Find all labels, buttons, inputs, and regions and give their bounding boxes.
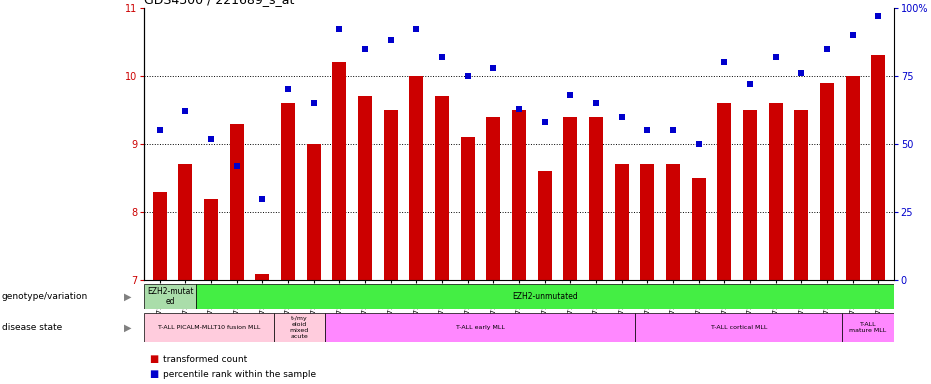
Point: [588, 100, 603, 106]
Bar: [717, 103, 732, 280]
Text: ▶: ▶: [124, 322, 131, 333]
Text: ▶: ▶: [124, 291, 131, 302]
Text: EZH2-unmutated: EZH2-unmutated: [512, 292, 578, 301]
Point: [280, 86, 295, 93]
Text: transformed count: transformed count: [163, 354, 247, 364]
Text: ■: ■: [149, 369, 158, 379]
Bar: [144, 313, 274, 342]
Point: [511, 106, 526, 112]
Point: [486, 65, 501, 71]
Point: [435, 54, 450, 60]
Bar: [230, 124, 244, 280]
Bar: [512, 110, 526, 280]
Bar: [153, 192, 167, 280]
Bar: [410, 76, 424, 280]
Point: [717, 59, 732, 65]
Point: [614, 114, 629, 120]
Point: [384, 37, 398, 43]
Text: T-ALL PICALM-MLLT10 fusion MLL: T-ALL PICALM-MLLT10 fusion MLL: [157, 325, 260, 330]
Text: ■: ■: [149, 354, 158, 364]
Point: [332, 26, 347, 33]
Bar: [435, 96, 449, 280]
Text: T-ALL cortical MLL: T-ALL cortical MLL: [710, 325, 767, 330]
Point: [358, 46, 372, 52]
Bar: [274, 313, 325, 342]
Point: [794, 70, 809, 76]
Point: [768, 54, 783, 60]
Point: [153, 127, 168, 134]
Bar: [641, 164, 654, 280]
Bar: [179, 164, 193, 280]
Text: t-/my
eloid
mixed
acute: t-/my eloid mixed acute: [290, 316, 309, 339]
Point: [204, 136, 219, 142]
Bar: [794, 110, 808, 280]
Point: [666, 127, 681, 134]
Bar: [461, 137, 475, 280]
Bar: [820, 83, 834, 280]
Point: [229, 163, 244, 169]
Bar: [306, 144, 321, 280]
Point: [409, 26, 424, 33]
Bar: [871, 55, 885, 280]
Point: [537, 119, 552, 125]
Bar: [692, 178, 706, 280]
Bar: [589, 117, 603, 280]
Text: percentile rank within the sample: percentile rank within the sample: [163, 370, 316, 379]
Bar: [384, 110, 398, 280]
Bar: [743, 110, 757, 280]
Bar: [144, 284, 196, 309]
Point: [845, 32, 860, 38]
Text: genotype/variation: genotype/variation: [2, 292, 88, 301]
Bar: [204, 199, 218, 280]
Point: [178, 108, 193, 114]
Bar: [281, 103, 295, 280]
Point: [563, 92, 578, 98]
Text: T-ALL early MLL: T-ALL early MLL: [456, 325, 505, 330]
Bar: [537, 171, 552, 280]
Text: disease state: disease state: [2, 323, 62, 332]
Bar: [666, 164, 680, 280]
Text: T-ALL
mature MLL: T-ALL mature MLL: [849, 322, 886, 333]
Point: [640, 127, 654, 134]
Bar: [358, 96, 372, 280]
Point: [691, 141, 706, 147]
Bar: [845, 76, 859, 280]
Bar: [332, 62, 346, 280]
Text: EZH2-mutat
ed: EZH2-mutat ed: [147, 287, 194, 306]
Bar: [614, 164, 628, 280]
Bar: [486, 117, 501, 280]
Point: [819, 46, 834, 52]
Bar: [769, 103, 783, 280]
Point: [870, 13, 885, 19]
Bar: [563, 117, 577, 280]
Point: [255, 195, 270, 202]
Bar: [635, 313, 842, 342]
Point: [460, 73, 475, 79]
Text: GDS4300 / 221689_s_at: GDS4300 / 221689_s_at: [144, 0, 295, 7]
Bar: [325, 313, 635, 342]
Point: [743, 81, 758, 87]
Point: [306, 100, 321, 106]
Bar: [842, 313, 894, 342]
Bar: [255, 273, 269, 280]
